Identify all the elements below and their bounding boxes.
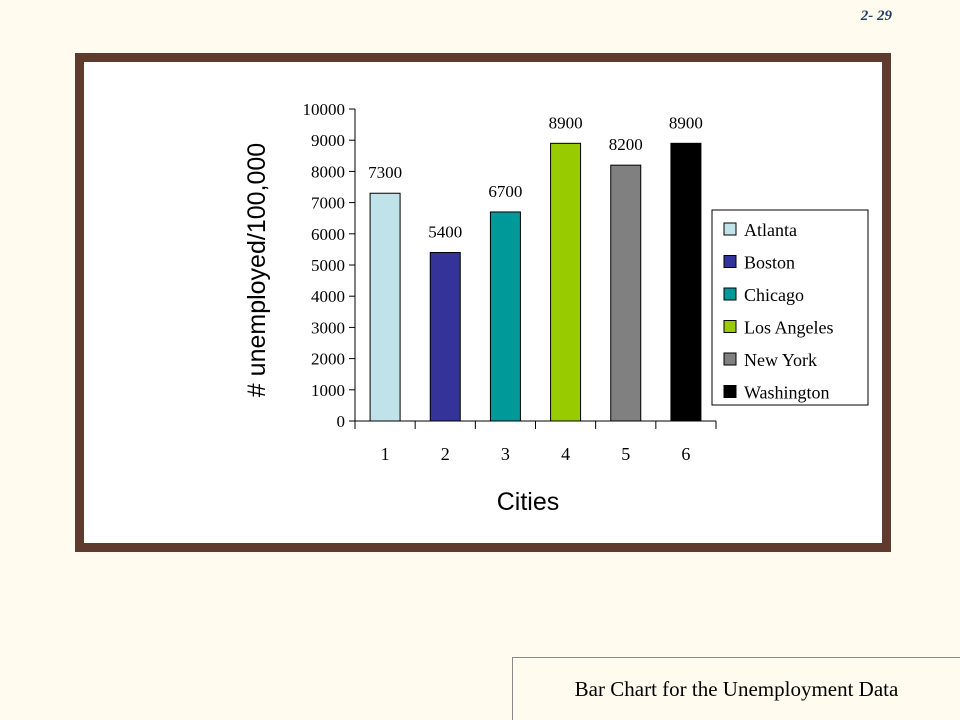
caption-text: Bar Chart for the Unemployment Data [574,676,899,701]
y-tick-label: 2000 [311,350,345,369]
legend-swatch [723,352,737,366]
data-label: 8200 [609,135,643,154]
x-tick-label: 5 [621,444,630,464]
legend-box [711,209,869,406]
slide-number: 2- 29 [860,8,892,24]
bar-new-york [610,164,642,422]
y-tick-label: 4000 [311,287,345,306]
legend: Atlanta Boston Chicago Los Angeles New York W… [711,209,869,406]
data-label: 8900 [549,113,583,132]
x-tick-label: 4 [561,444,570,464]
bar-atlanta [369,192,401,422]
legend-swatch [723,222,737,236]
y-tick-label: 6000 [311,225,345,244]
y-axis: 0 1000 2000 3000 4000 5000 6000 7000 8000 9000 100… [303,100,356,431]
bar-chart: 0 1000 2000 3000 4000 5000 6000 7000 8000 9000 100… [243,100,869,516]
y-tick-label: 5000 [311,256,345,275]
legend-label: Boston [744,253,795,273]
data-labels: 7300 5400 6700 8900 8200 8900 [368,113,703,241]
y-tick-label: 9000 [311,131,345,150]
bar-los-angeles [550,142,582,422]
y-tick-label: 10000 [303,100,346,119]
x-tick-label: 3 [501,444,510,464]
y-tick-label: 8000 [311,162,345,181]
data-label: 7300 [368,163,402,182]
caption-box: Bar Chart for the Unemployment Data [512,657,960,720]
bar-washington [670,142,702,422]
y-tick-label: 3000 [311,318,345,337]
data-label: 6700 [488,182,522,201]
x-axis-title: Cities [497,488,560,516]
y-tick-label: 1000 [311,381,345,400]
x-tick-label: 2 [441,444,450,464]
x-axis: 1 2 3 4 5 6 [354,420,717,464]
x-tick-label: 1 [381,444,390,464]
y-axis-title: # unemployed/100,000 [243,143,271,397]
legend-label: Chicago [744,285,804,305]
x-tick-label: 6 [681,444,690,464]
data-label: 5400 [428,223,462,242]
bars [369,142,702,422]
legend-swatch [723,385,737,398]
legend-label: Atlanta [744,220,797,240]
bar-chicago [489,211,521,422]
legend-swatch [723,287,737,301]
legend-label: Los Angeles [744,318,834,338]
data-label: 8900 [669,113,703,132]
y-tick-label: 7000 [311,194,345,213]
chart-frame: 0 1000 2000 3000 4000 5000 6000 7000 8000 9000 100… [75,53,891,552]
legend-label: Washington [744,383,830,403]
bar-boston [429,252,461,422]
legend-swatch [723,255,737,268]
y-tick-label: 0 [337,412,346,431]
legend-label: New York [744,350,817,370]
legend-swatch [723,320,737,333]
